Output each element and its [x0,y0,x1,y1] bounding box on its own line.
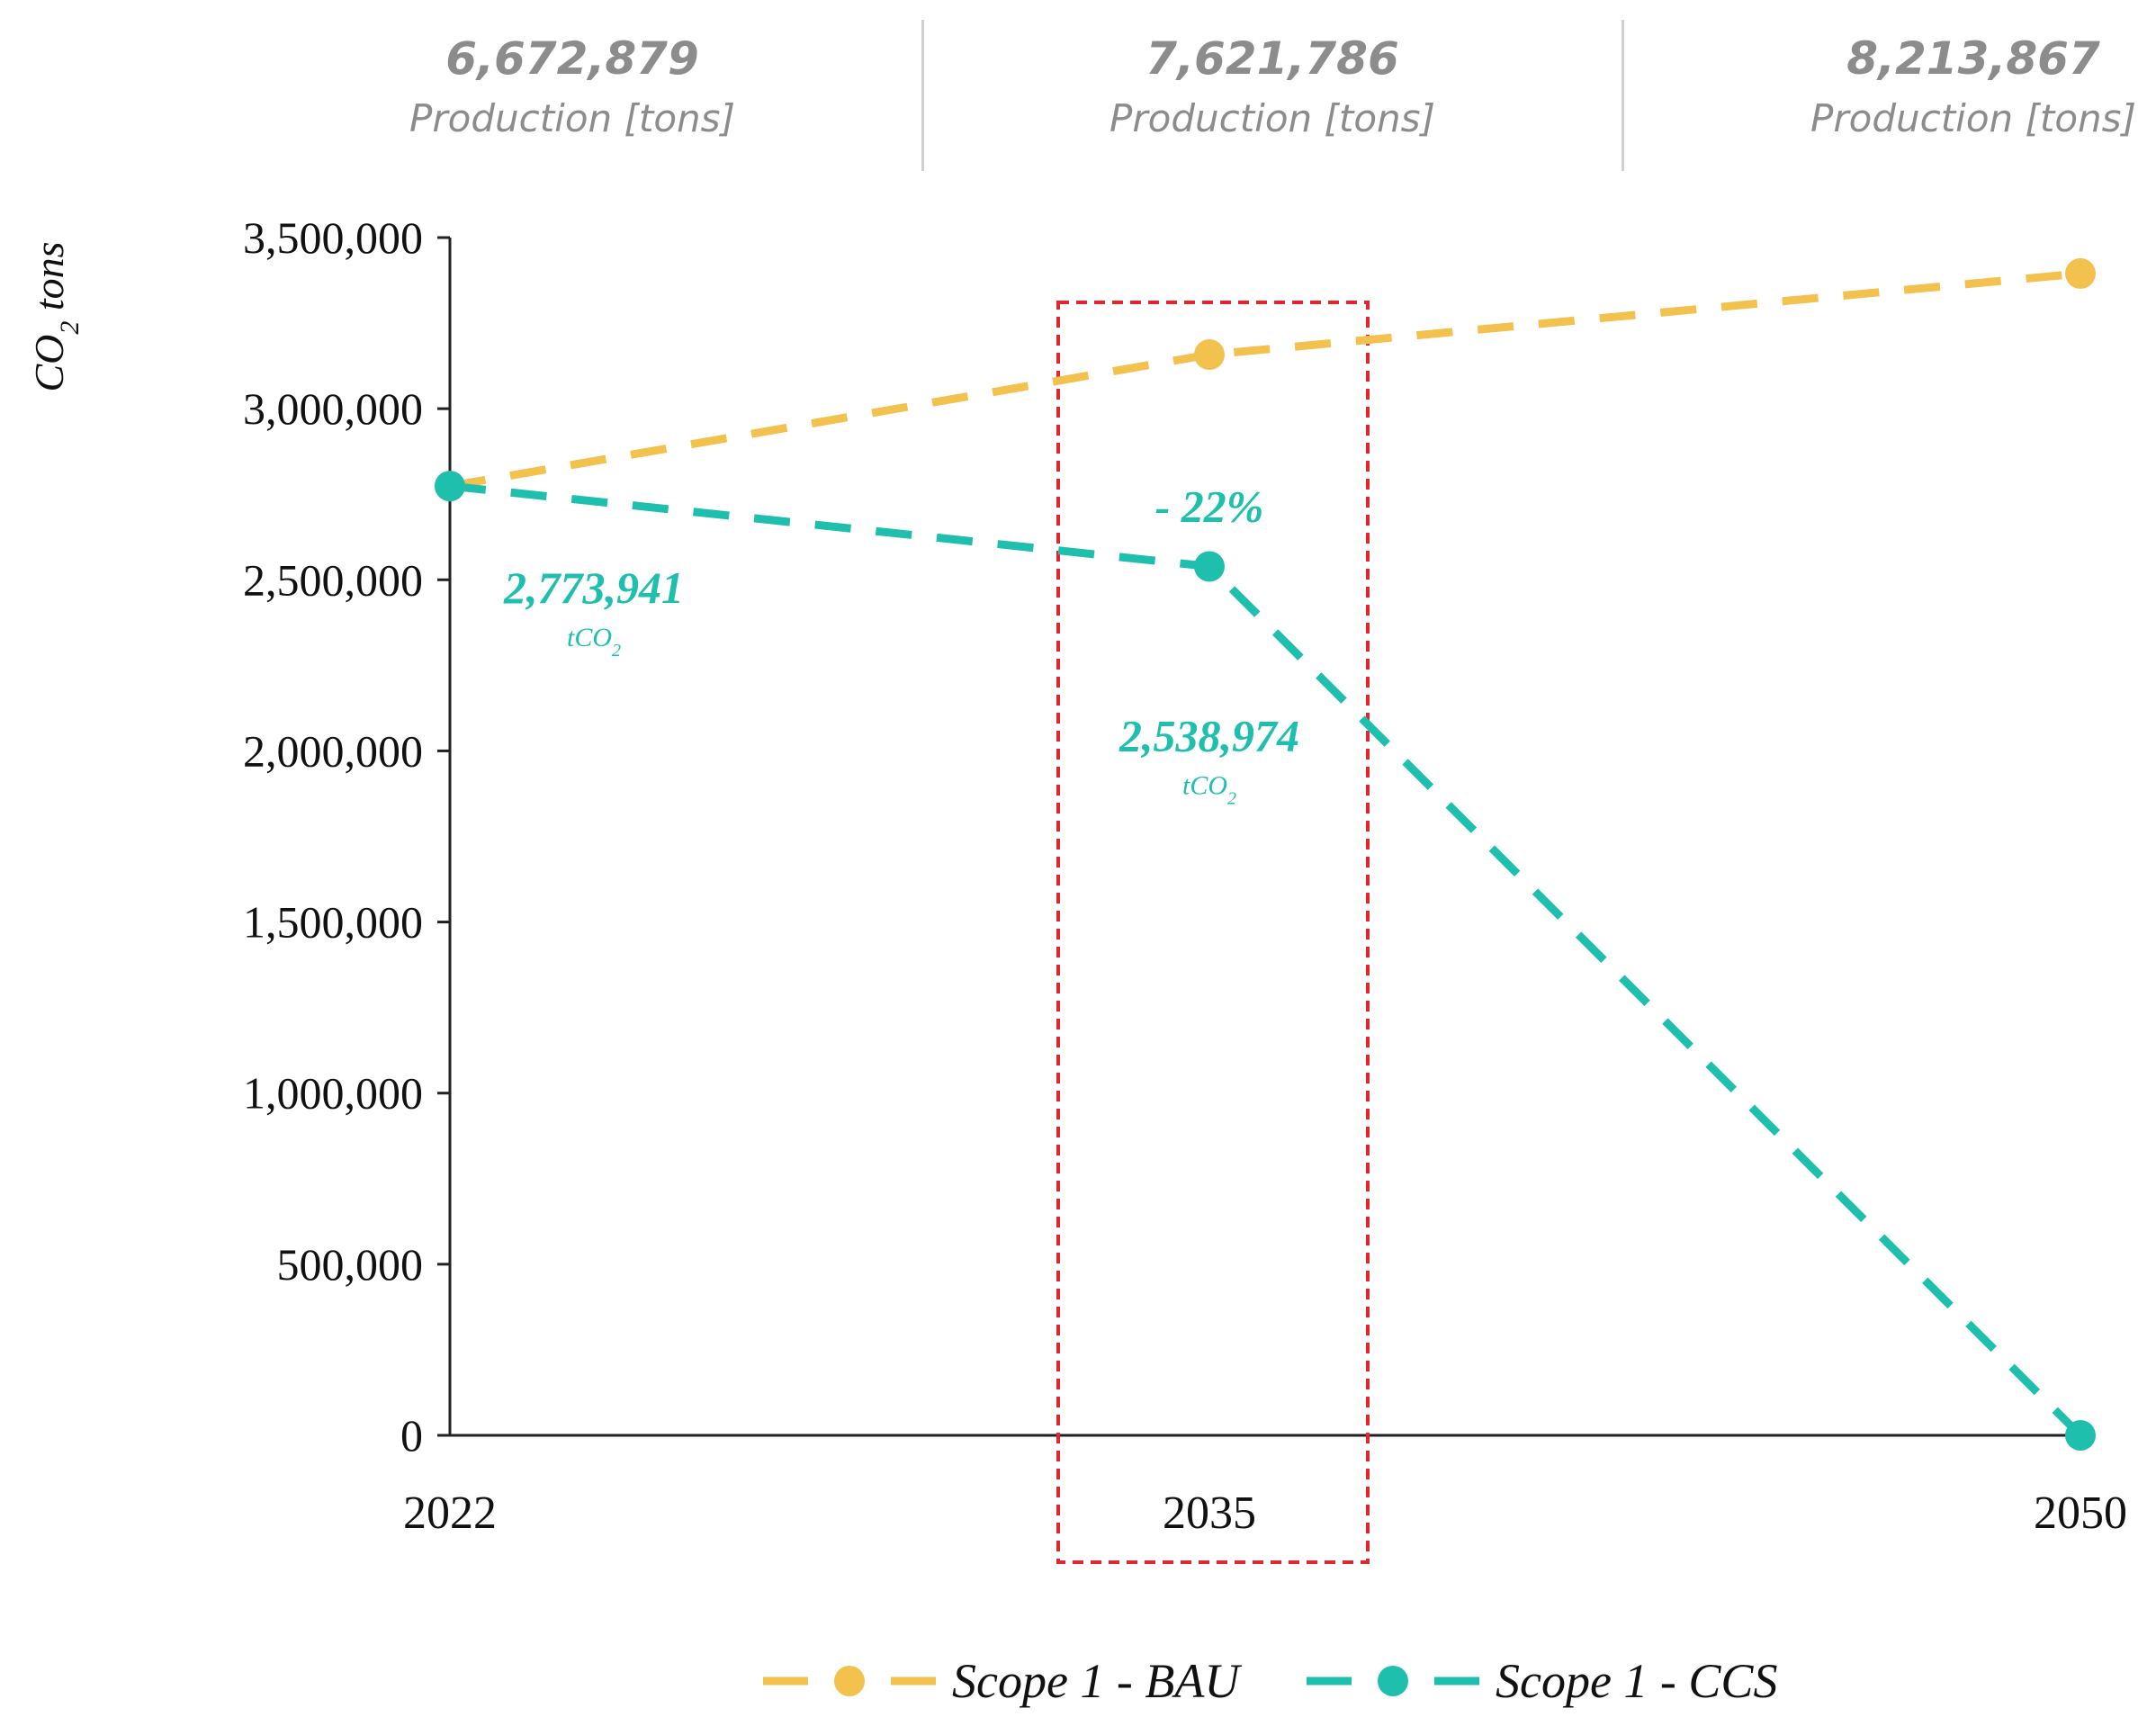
production-value: 7,621,786 [1145,32,1399,85]
y-tick-label: 1,000,000 [243,1068,423,1119]
legend-label-bau: Scope 1 - BAU [952,1654,1242,1708]
data-unit-label: tCO2 [567,623,621,661]
production-value: 8,213,867 [1846,32,2100,85]
production-label: Production [tons] [1810,96,2136,140]
series-group [435,257,2096,1451]
y-tick-label: 1,500,000 [243,897,423,948]
annotations-group: 2,773,941 tCO2 2,538,974 tCO2 - 22% [503,481,1299,808]
data-value-label: 2,538,974 [1118,710,1299,760]
y-tick-label: 2,000,000 [243,725,423,776]
x-tick-label: 2035 [1163,1488,1256,1539]
legend-marker-bau [834,1666,865,1696]
production-2035: 7,621,786 Production [tons] [1002,27,1542,148]
y-tick-label: 0 [400,1410,423,1461]
production-header: 6,672,879 Production [tons] 7,621,786 Pr… [0,0,2156,180]
data-point-bau-2035 [1194,339,1225,371]
data-point-ccs-2050 [2065,1420,2096,1451]
y-tick-label: 500,000 [277,1239,424,1290]
series-line-ccs [449,481,2084,1439]
series-line-bau [449,269,2081,490]
highlight-box-group [1056,301,1370,1564]
data-point-ccs-2035 [1194,551,1225,582]
data-point-ccs-2022 [435,471,465,502]
highlight-box [1056,301,1370,1564]
production-value: 6,672,879 [445,32,699,85]
x-tick-label: 2050 [2034,1488,2127,1539]
y-tick-label: 3,500,000 [243,212,423,263]
y-tick-label: 3,000,000 [243,383,423,434]
reduction-label: - 22% [1155,481,1264,531]
y-axis-title: CO2 tons [26,241,85,391]
legend-label-ccs: Scope 1 - CCS [1496,1654,1777,1708]
legend: Scope 1 - BAU Scope 1 - CCS [763,1654,1777,1708]
production-label: Production [tons] [1109,96,1435,140]
data-unit-label: tCO2 [1182,770,1236,808]
x-tick-label: 2022 [403,1488,497,1539]
x-axis: 2022 2035 2050 [403,1434,2127,1539]
production-label: Production [tons] [409,96,735,140]
y-tick-label: 2,500,000 [243,554,423,605]
production-2022: 6,672,879 Production [tons] [302,27,842,148]
data-value-label: 2,773,941 [503,562,684,613]
production-2050: 8,213,867 Production [tons] [1703,27,2156,148]
legend-marker-ccs [1378,1666,1408,1696]
header-divider [921,20,924,171]
header-divider [1621,20,1624,171]
data-point-bau-2050 [2065,257,2096,289]
y-axis: 0 500,000 1,000,000 1,500,000 2,000,000 2,500… [26,212,452,1461]
